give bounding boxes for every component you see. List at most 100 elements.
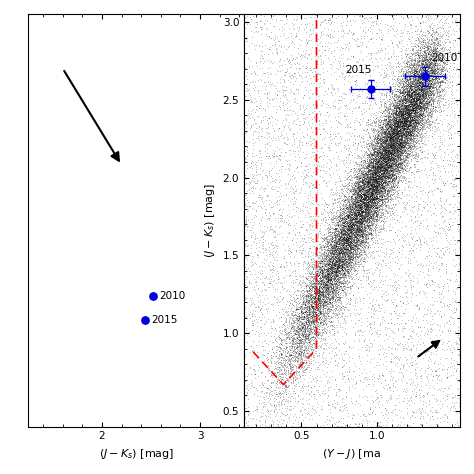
Point [328, 277, 336, 285]
Point [309, 298, 316, 305]
Point [353, 243, 360, 251]
Point [366, 214, 374, 221]
Point [355, 243, 362, 250]
Point [337, 257, 345, 264]
Point [374, 187, 381, 194]
Point [380, 107, 387, 114]
Point [342, 229, 350, 237]
Point [413, 104, 421, 111]
Point [157, 456, 164, 463]
Point [366, 101, 374, 109]
Point [377, 148, 384, 156]
Point [159, 470, 167, 474]
Point [168, 467, 176, 474]
Point [331, 225, 338, 233]
Point [349, 195, 357, 202]
Point [335, 257, 343, 265]
Point [376, 187, 384, 194]
Point [194, 463, 202, 470]
Point [315, 325, 323, 332]
Point [439, 59, 447, 66]
Point [410, 419, 417, 427]
Point [356, 197, 363, 205]
Point [344, 45, 351, 52]
Point [401, 124, 409, 132]
Point [347, 225, 355, 232]
Point [365, 174, 373, 182]
Point [394, 277, 401, 284]
Point [406, 111, 414, 119]
Point [249, 105, 256, 113]
Point [381, 404, 388, 412]
Point [410, 177, 418, 185]
Point [296, 121, 304, 128]
Point [178, 461, 185, 468]
Point [345, 365, 353, 373]
Point [392, 158, 400, 166]
Point [377, 195, 384, 203]
Point [70, 436, 78, 444]
Point [129, 450, 137, 457]
Point [343, 263, 350, 271]
Point [165, 459, 173, 466]
Point [315, 316, 323, 324]
Point [376, 173, 383, 180]
Point [294, 360, 302, 367]
Point [311, 279, 319, 286]
Point [360, 198, 367, 205]
Point [292, 310, 299, 318]
Point [403, 129, 410, 137]
Point [364, 224, 372, 232]
Point [199, 459, 206, 466]
Point [264, 304, 272, 312]
Point [392, 144, 400, 151]
Point [365, 203, 373, 211]
Point [410, 107, 417, 115]
Point [349, 301, 357, 309]
Point [381, 154, 389, 162]
Point [347, 255, 355, 262]
Point [340, 230, 347, 238]
Point [321, 251, 328, 259]
Point [358, 213, 365, 221]
Point [429, 83, 437, 91]
Point [337, 228, 345, 236]
Point [365, 185, 373, 192]
Point [348, 91, 356, 99]
Point [292, 304, 300, 312]
Point [380, 192, 388, 200]
Point [408, 92, 415, 100]
Point [411, 71, 419, 78]
Point [389, 132, 396, 139]
Point [409, 423, 417, 430]
Point [426, 56, 433, 64]
Point [218, 452, 226, 460]
Point [393, 137, 401, 145]
Point [368, 120, 376, 128]
Point [394, 149, 401, 156]
Point [356, 214, 364, 222]
Point [431, 74, 438, 82]
Point [386, 129, 393, 137]
Point [298, 323, 305, 330]
Point [426, 77, 433, 84]
Point [310, 273, 318, 281]
Point [156, 468, 164, 474]
Point [345, 236, 353, 244]
Point [346, 233, 353, 240]
Text: 2010: 2010 [159, 291, 185, 301]
Point [386, 167, 394, 175]
Point [196, 469, 204, 474]
Point [329, 228, 337, 236]
Point [324, 229, 331, 237]
Point [361, 189, 368, 196]
Point [389, 100, 397, 107]
Point [362, 187, 370, 194]
Point [402, 102, 410, 110]
Point [201, 471, 209, 474]
Point [353, 238, 360, 246]
Point [430, 107, 438, 114]
Point [327, 264, 334, 272]
Point [283, 360, 291, 368]
Point [404, 112, 411, 119]
